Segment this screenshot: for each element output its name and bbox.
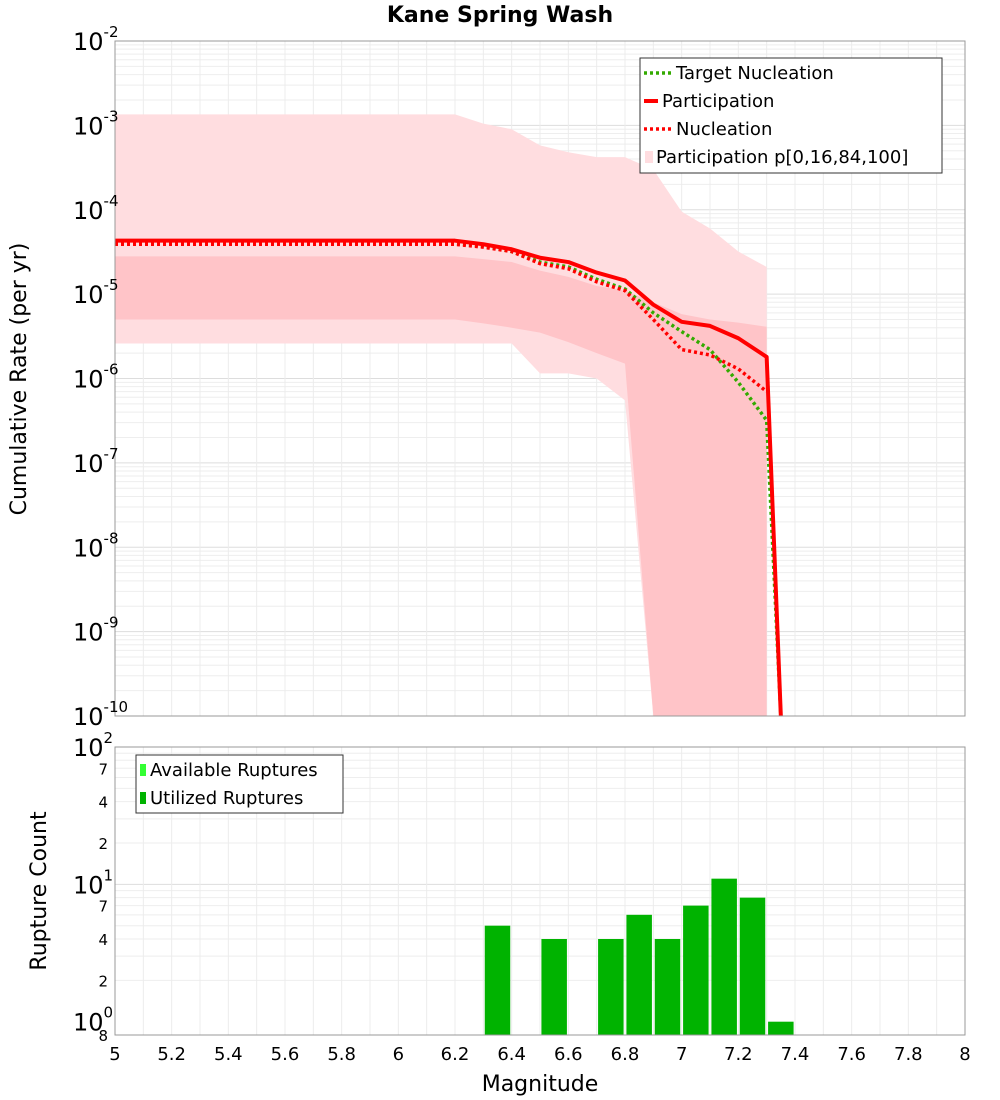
top-plot-frame <box>114 40 966 717</box>
band-inner <box>115 256 767 716</box>
legend-label: Target Nucleation <box>675 63 834 84</box>
x-tick-label: 6 <box>393 1044 404 1065</box>
legend-label: Nucleation <box>676 119 772 140</box>
y-tick-label: 10-8 <box>73 529 119 562</box>
y-tick-label: 10-4 <box>73 192 119 225</box>
top-y-tick-labels: 10-2 10-3 10-4 10-5 10-6 10-7 10-8 10-9 10-10 <box>73 23 128 731</box>
y-tick-label: 10-6 <box>73 361 119 394</box>
x-tick-label: 6.6 <box>554 1044 583 1065</box>
legend-swatch <box>140 764 146 776</box>
x-tick-labels: 5 5.2 5.4 5.6 5.8 6 6.2 6.4 6.6 6.8 7 7.2 7.4 7.6 7.8 8 <box>109 1044 970 1065</box>
x-tick-label: 5 <box>109 1044 120 1065</box>
series-line <box>115 238 783 717</box>
y-minor-tick-label: 4 <box>98 931 108 949</box>
x-tick-label: 5.8 <box>327 1044 356 1065</box>
y-tick-label: 10-10 <box>73 698 128 731</box>
x-tick-label: 7.2 <box>724 1044 753 1065</box>
participation-bands <box>115 114 767 716</box>
legend-swatch <box>140 792 146 804</box>
x-tick-label: 6.4 <box>497 1044 526 1065</box>
y-tick-label: 10-5 <box>73 276 119 309</box>
x-tick-label: 5.6 <box>271 1044 300 1065</box>
y-tick-label: 10-9 <box>73 614 119 647</box>
x-tick-label: 6.8 <box>611 1044 640 1065</box>
bar <box>683 905 709 1035</box>
chart-title: Kane Spring Wash <box>387 3 613 28</box>
legend-label: Available Ruptures <box>150 760 318 781</box>
y-tick-label: 10-2 <box>73 23 119 56</box>
y-minor-tick-label: 4 <box>98 794 108 812</box>
x-tick-label: 7 <box>676 1044 687 1065</box>
bar <box>711 878 737 1035</box>
x-tick-label: 5.4 <box>214 1044 243 1065</box>
bar <box>739 897 766 1035</box>
y-tick-label: 10-3 <box>73 107 119 140</box>
x-tick-label: 8 <box>959 1044 970 1065</box>
bottom-plot-frame <box>114 746 966 1036</box>
bar <box>626 914 652 1035</box>
bar <box>541 939 567 1035</box>
legend-box <box>639 57 943 174</box>
x-axis-label: Magnitude <box>482 1072 599 1097</box>
series-line <box>115 242 768 393</box>
legend-label: Participation p[0,16,84,100] <box>656 147 908 168</box>
bar <box>484 925 511 1035</box>
x-tick-label: 7.8 <box>894 1044 923 1065</box>
rate-lines <box>115 238 783 717</box>
y-tick-label: 100 <box>73 1004 113 1037</box>
legend-box <box>135 754 344 814</box>
legend-label: Participation <box>662 91 774 112</box>
bar <box>598 939 624 1035</box>
y-minor-tick-label: 7 <box>98 760 108 778</box>
y-tick-label: 102 <box>73 729 113 762</box>
bar <box>768 1021 794 1035</box>
top-legend: Target Nucleation Participation Nucleation… <box>639 57 943 174</box>
y-minor-tick-label: 2 <box>98 972 108 990</box>
bottom-legend: Available Ruptures Utilized Ruptures <box>135 754 344 814</box>
x-tick-label: 5.2 <box>157 1044 186 1065</box>
y-minor-tick-label: 8 <box>98 1027 108 1045</box>
x-tick-label: 7.4 <box>781 1044 810 1065</box>
y-minor-tick-label: 2 <box>98 835 108 853</box>
y-tick-label: 10-7 <box>73 445 119 478</box>
y-minor-tick-label: 7 <box>98 898 108 916</box>
legend-swatch <box>645 151 653 163</box>
bar <box>654 939 681 1035</box>
bottom-y-tick-labels: 100 101 102 8 2 4 7 2 4 7 <box>73 729 113 1045</box>
y-tick-label: 101 <box>73 866 113 899</box>
legend-label: Utilized Ruptures <box>150 788 303 809</box>
top-y-axis-label: Cumulative Rate (per yr) <box>7 243 32 516</box>
rupture-bars <box>484 878 794 1035</box>
x-tick-label: 7.6 <box>837 1044 866 1065</box>
x-tick-label: 6.2 <box>441 1044 470 1065</box>
bottom-y-axis-label: Rupture Count <box>27 811 52 971</box>
